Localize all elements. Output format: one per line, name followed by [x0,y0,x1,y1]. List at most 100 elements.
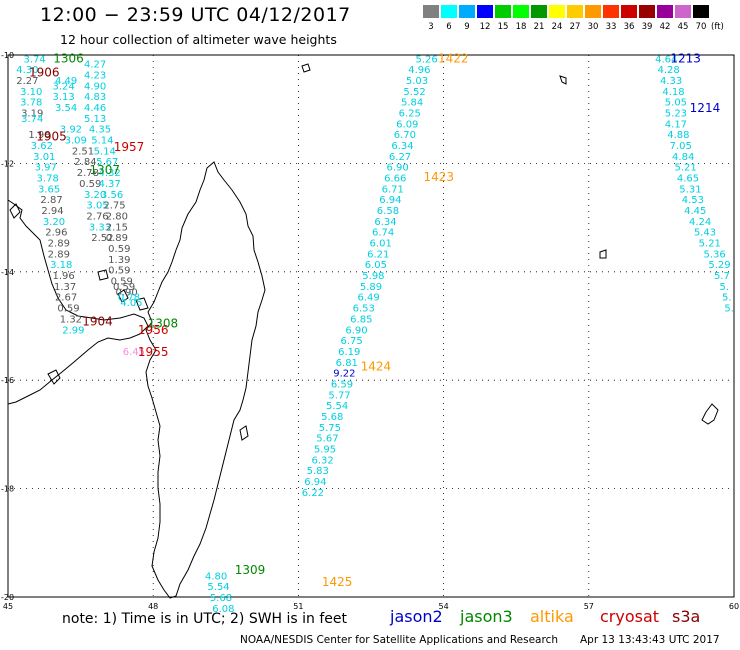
wave-height-label: 2.52 [91,233,113,244]
track-altika-1422: 5.264.965.035.525.846.256.096.706.346.27… [302,54,438,499]
lon-tick-label: 45 [3,602,13,611]
lon-tick-label: 48 [148,602,158,611]
legend-swatch [567,5,583,18]
wave-height-label: 4.37 [99,179,121,190]
wave-height-label: 5. [724,304,734,315]
legend-swatch [495,5,511,18]
wave-height-label: 4.80 [205,571,227,582]
wave-height-label: 2.99 [62,325,84,336]
wave-height-label: 0.59 [111,276,133,287]
legend-swatch [549,5,565,18]
wave-height-label: 3.97 [35,163,57,174]
wave-height-label: 6.08 [212,604,234,615]
pass-time-label: 1956 [138,323,169,337]
wave-height-label: 2.15 [106,222,128,233]
wave-height-label: 1.37 [54,282,76,293]
island-coastline [599,249,607,259]
lon-tick-label: 57 [584,602,594,611]
wave-height-label: 5.23 [665,108,687,119]
legend-s3a: s3a [672,607,701,626]
wave-height-label: 6.81 [336,358,358,369]
wave-height-label: 6.90 [345,325,367,336]
wave-height-label: 4.24 [689,217,711,228]
legend-swatch [477,5,493,18]
pass-time-label: 1307 [90,163,121,177]
wave-height-label: 6.19 [338,347,360,358]
timestamp: Apr 13 13:43:43 UTC 2017 [580,634,720,646]
wave-height-label: 6.05 [365,260,387,271]
wave-height-label: 4.33 [660,76,682,87]
wave-height-label: 5.67 [96,157,118,168]
track-west-mid: 4.493.243.133.54 3.923.092.512.842.780.59… [53,76,114,244]
wave-height-label: 2.78 [77,168,99,179]
wave-height-label: 0.59 [108,266,130,277]
legend-jason2: jason2 [390,607,443,626]
wave-height-label: 4.35 [89,125,111,136]
wave-height-label: 6.71 [382,184,404,195]
island-coastline [301,63,311,73]
lat-tick-label: -16 [1,376,14,385]
island-coastline [701,403,719,425]
wave-height-label: 6.34 [391,141,413,152]
wave-height-label: 5.7 [714,271,730,282]
legend-value: 9 [464,22,470,32]
wave-height-label: 4.17 [665,119,687,130]
track-jason3-west: 4.274.234.904.834.465.134.355.145.145.67… [84,60,138,299]
lat-tick-label: -10 [1,51,14,60]
pass-time-label: 1422 [438,51,469,65]
wave-height-label: 4.84 [672,152,694,163]
legend-value: 24 [551,22,563,32]
mainland-coastline [7,199,149,405]
wave-height-label: 5.54 [326,401,348,412]
coastline [7,63,719,599]
wave-height-label: 5.05 [665,98,687,109]
pass-time-label: 1309 [235,563,266,577]
wave-height-label: 0.59 [57,304,79,315]
lat-tick-label: -18 [1,485,14,494]
wave-height-label: 0.59 [79,179,101,190]
wave-height-label: 5.68 [210,593,232,604]
wave-height-label: 4.53 [682,195,704,206]
wave-height-label: 3.24 [53,81,75,92]
wave-height-label: 4.23 [84,71,106,82]
wave-height-label: 5.75 [319,423,341,434]
wave-height-label: 2.96 [45,228,67,239]
wave-height-label: 5.29 [708,260,730,271]
lon-tick-label: 51 [293,602,303,611]
wave-height-label: 2.89 [48,239,70,250]
wave-height-label: 2.87 [40,195,62,206]
wave-height-label: 3.18 [50,260,72,271]
pass-time-label: 1423 [423,170,454,184]
legend-unit: (ft) [711,22,724,32]
legend-swatch [675,5,691,18]
track-jason3-south: 4.805.545.686.08 [205,571,235,615]
legend-value: 33 [605,22,617,32]
pass-time-label: 1905 [36,129,67,143]
legend-altika: altika [530,607,574,626]
pass-time-label: 1957 [114,140,145,154]
wave-height-label: 9.22 [333,369,355,380]
track-jason3-mid: 0.590.784.05 6.45 [113,282,145,358]
wave-height-label: 5.36 [704,249,726,260]
wave-height-label: 6.01 [370,239,392,250]
wave-height-label: 7.05 [670,141,692,152]
lat-tick-label: -20 [1,593,14,602]
legend-value: 45 [677,22,689,32]
wave-height-label: 4.32 [99,168,121,179]
legend-value: 42 [659,22,671,32]
wave-height-label: 4.64 [655,54,677,65]
wave-height-label: 4.27 [84,60,106,71]
wave-height-label: 3.74 [23,54,45,65]
wave-height-label: 2.75 [103,201,125,212]
wave-height-label: 3.92 [60,125,82,136]
wave-height-label: 5.83 [307,466,329,477]
wave-height-label: 0.90 [115,287,137,298]
wave-height-label: 1.32 [60,314,82,325]
wave-height-label: 6.21 [367,249,389,260]
wave-height-label: 5.52 [403,87,425,98]
wave-height-label: 2.51 [72,146,94,157]
legend-swatch [459,5,475,18]
wave-height-label: 2.76 [86,211,108,222]
wave-height-label: 2.84 [74,157,96,168]
